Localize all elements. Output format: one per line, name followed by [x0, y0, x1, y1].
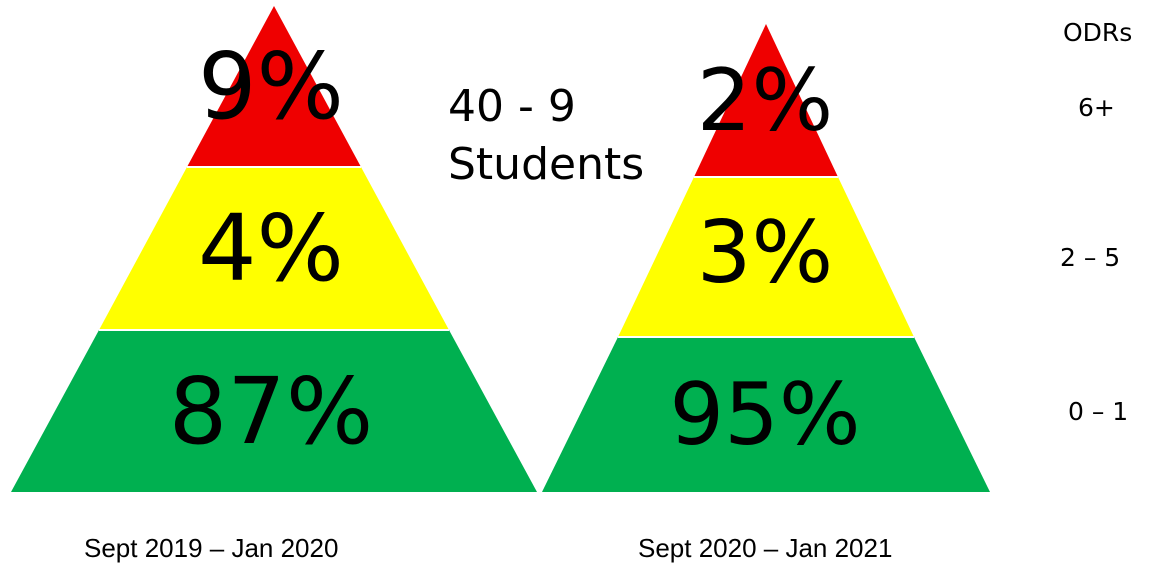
pyramid-1-caption: Sept 2019 – Jan 2020 — [84, 533, 339, 563]
odr-tier-label-low: 0 – 1 — [1068, 397, 1129, 426]
pyramid-2-tier-middle-yellow — [618, 177, 914, 337]
pyramid-2-tier-top-red — [694, 24, 838, 177]
students-count-note: 40 - 9 Students — [448, 78, 644, 194]
odr-legend-heading: ODRs — [1063, 18, 1133, 47]
pyramid-1-tier-middle-label: 4% — [198, 195, 344, 302]
pyramid-1-tier-bottom-green — [11, 330, 537, 492]
pyramid-1-tier-top-label: 9% — [198, 33, 344, 140]
pyramid-1-tier-middle-yellow — [99, 167, 449, 330]
pyramid-2019-2020: 9% 4% 87% — [11, 6, 537, 492]
students-count-line: 40 - 9 — [448, 81, 576, 132]
odr-tier-label-mid: 2 – 5 — [1060, 243, 1121, 272]
students-word-line: Students — [448, 139, 645, 190]
pyramid-2-tier-bottom-label: 95% — [669, 365, 860, 465]
odr-tier-label-high: 6+ — [1078, 93, 1115, 122]
pyramid-2-tier-middle-label: 3% — [697, 203, 833, 303]
pyramid-2-tier-top-label: 2% — [697, 51, 833, 151]
pyramid-2-tier-bottom-green — [542, 337, 990, 492]
pyramid-1-tier-top-red — [187, 6, 361, 167]
pyramid-2020-2021: 2% 3% 95% — [542, 24, 990, 492]
pyramid-2-caption: Sept 2020 – Jan 2021 — [638, 533, 893, 563]
pyramid-1-tier-bottom-label: 87% — [169, 358, 373, 465]
